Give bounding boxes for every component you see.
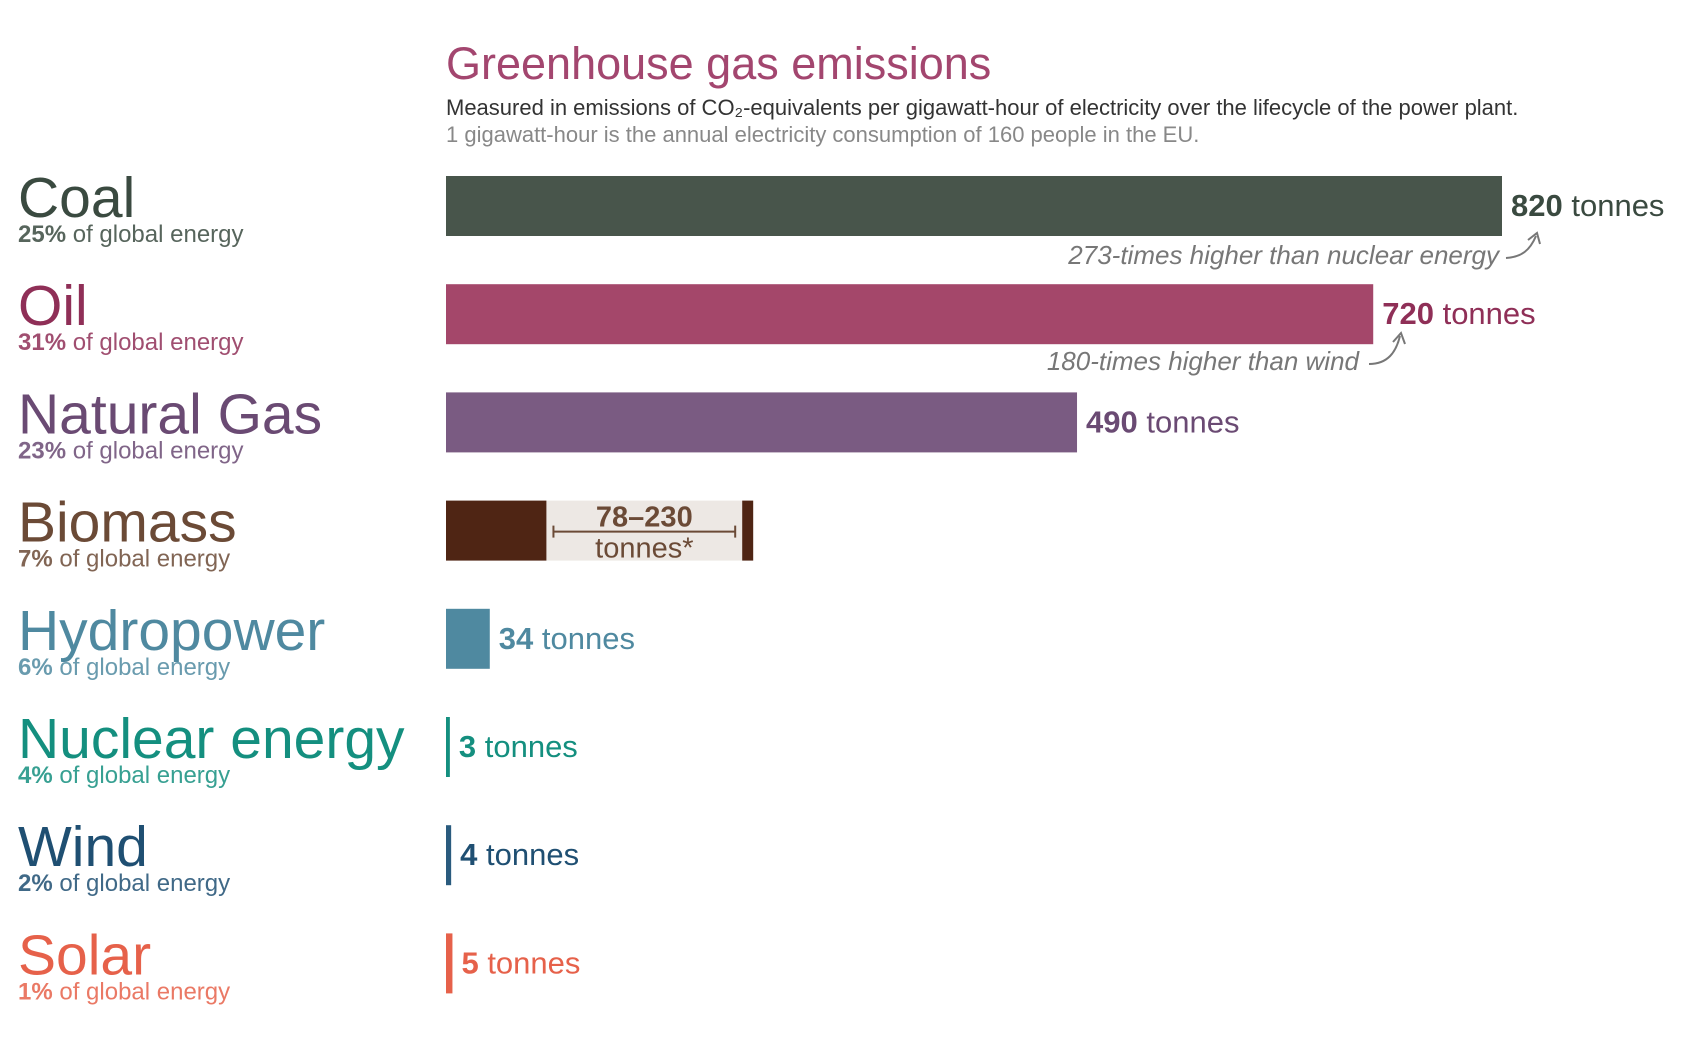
share-suffix: of global energy: [59, 762, 230, 789]
share-value: 23%: [18, 437, 66, 464]
unit-label: tonnes: [1443, 296, 1536, 331]
annotation: 180-times higher than wind: [1047, 346, 1361, 376]
share-label: 4% of global energy: [18, 762, 230, 789]
category-label: Biomass: [18, 491, 237, 555]
unit-label: tonnes: [1146, 404, 1239, 439]
value-label: 4: [460, 837, 478, 872]
chart-title: Greenhouse gas emissions: [446, 38, 991, 89]
range-end: [742, 500, 754, 561]
share-label: 2% of global energy: [18, 870, 230, 897]
share-label: 31% of global energy: [18, 329, 244, 356]
value-label: 3: [459, 729, 476, 764]
unit-label: tonnes: [542, 621, 635, 656]
annotation-arrow: [1505, 235, 1537, 259]
value-label-group: 490 tonnes: [1086, 404, 1239, 439]
bar: [446, 392, 1078, 453]
unit-label: tonnes*: [595, 533, 693, 565]
share-suffix: of global energy: [59, 546, 230, 573]
annotation-arrow: [1368, 335, 1401, 365]
value-label-group: 5 tonnes: [461, 945, 580, 980]
share-suffix: of global energy: [59, 870, 230, 897]
value-label-group: 720 tonnes: [1382, 296, 1535, 331]
share-label: 6% of global energy: [18, 654, 230, 681]
bar: [446, 284, 1374, 345]
value-label-group: 4 tonnes: [460, 837, 579, 872]
category-label: Coal: [18, 166, 135, 230]
share-label: 7% of global energy: [18, 546, 230, 573]
value-label: 34: [499, 621, 534, 656]
value-label: 720: [1382, 296, 1434, 331]
chart-note: 1 gigawatt-hour is the annual electricit…: [446, 122, 1199, 147]
share-value: 1%: [18, 978, 53, 1005]
category-label: Oil: [18, 274, 88, 338]
unit-label: tonnes: [1571, 188, 1664, 223]
value-label-group: 820 tonnes: [1511, 188, 1664, 223]
value-label-group: 34 tonnes: [499, 621, 635, 656]
annotation: 273-times higher than nuclear energy: [1067, 240, 1501, 270]
share-label: 25% of global energy: [18, 221, 244, 248]
value-label: 820: [1511, 188, 1563, 223]
unit-label: tonnes: [485, 729, 578, 764]
bar: [446, 717, 450, 777]
share-value: 25%: [18, 221, 66, 248]
share-label: 1% of global energy: [18, 978, 230, 1005]
share-suffix: of global energy: [73, 221, 244, 248]
share-suffix: of global energy: [59, 978, 230, 1005]
bar: [446, 608, 490, 669]
share-suffix: of global energy: [59, 654, 230, 681]
bar: [446, 825, 452, 886]
unit-label: tonnes: [486, 837, 579, 872]
unit-label: tonnes: [487, 945, 580, 980]
annotation-arrow-head: [1527, 231, 1541, 245]
share-value: 31%: [18, 329, 66, 356]
chart-subtitle: Measured in emissions of CO₂-equivalents…: [446, 95, 1518, 120]
value-label: 78–230: [596, 502, 693, 534]
bar: [446, 933, 453, 994]
share-label: 23% of global energy: [18, 437, 244, 464]
share-value: 6%: [18, 654, 53, 681]
share-value: 4%: [18, 762, 53, 789]
share-value: 7%: [18, 546, 53, 573]
value-label: 5: [461, 945, 478, 980]
bar: [446, 500, 547, 561]
category-label: Nuclear energy: [18, 707, 405, 771]
category-label: Solar: [18, 923, 151, 987]
value-label-group: 3 tonnes: [459, 729, 578, 764]
category-label: Hydropower: [18, 599, 325, 663]
bar: [446, 176, 1502, 236]
category-label: Wind: [18, 815, 148, 879]
category-label: Natural Gas: [18, 382, 322, 446]
share-value: 2%: [18, 870, 53, 897]
share-suffix: of global energy: [73, 329, 244, 356]
value-label: 490: [1086, 404, 1138, 439]
annotation-arrow-head: [1392, 331, 1406, 345]
share-suffix: of global energy: [73, 437, 244, 464]
